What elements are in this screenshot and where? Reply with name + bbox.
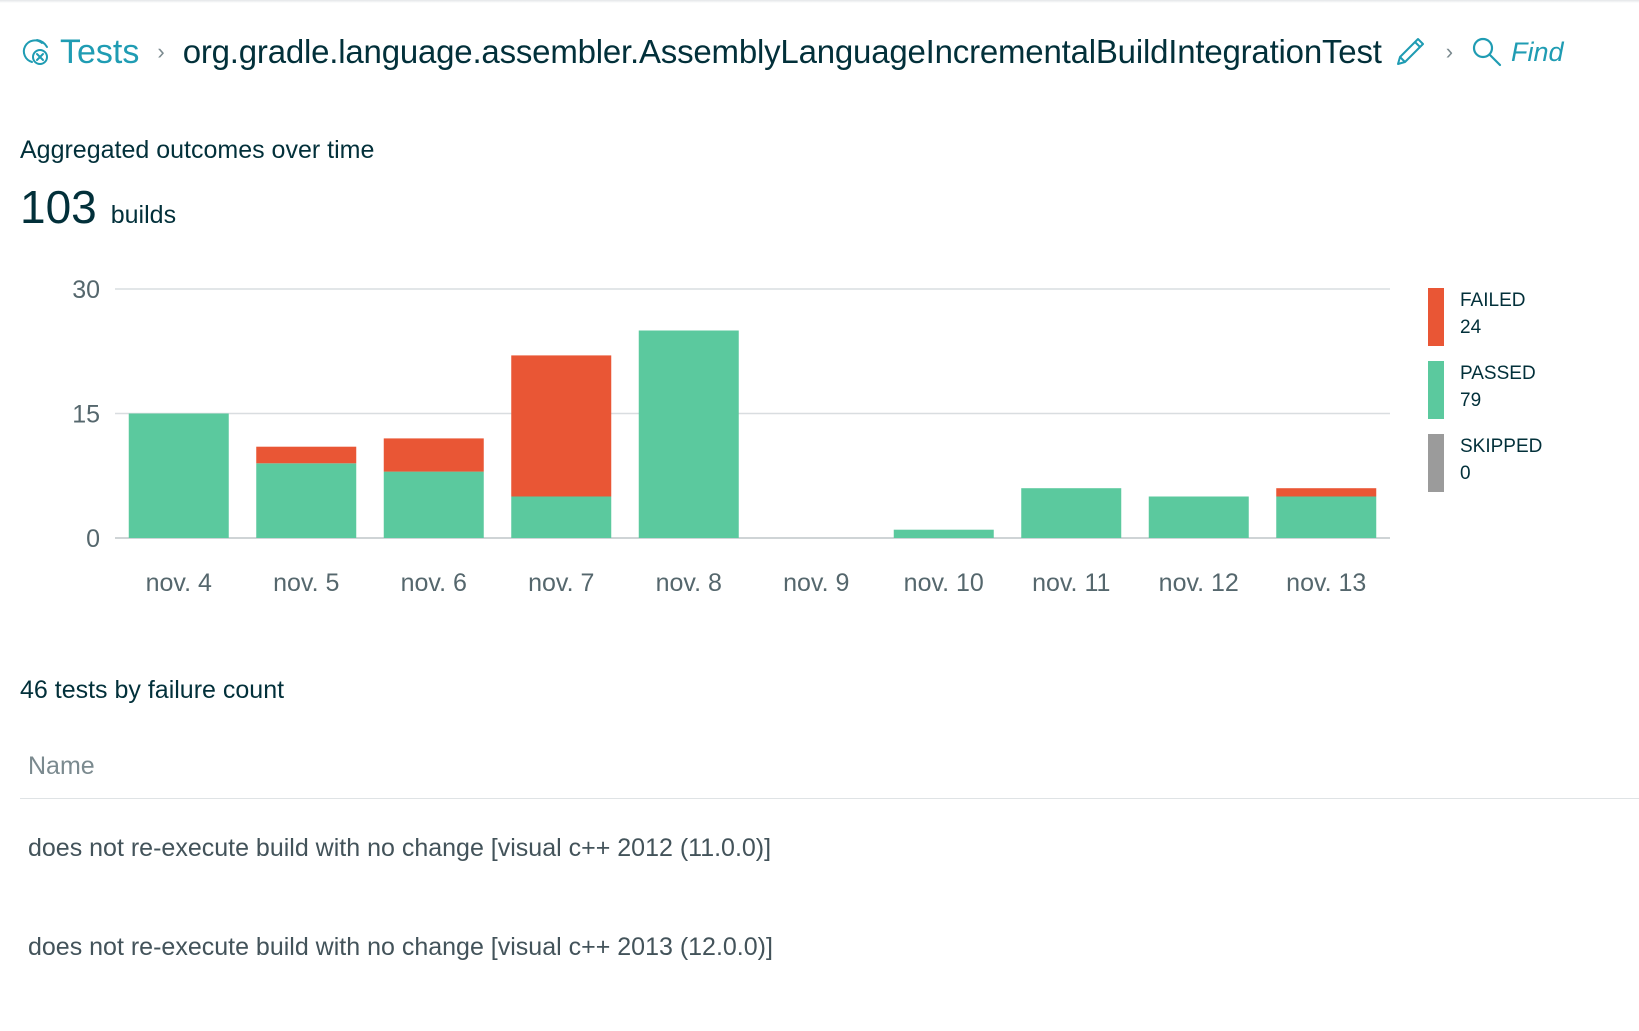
pencil-icon[interactable]: [1392, 34, 1428, 70]
x-tick-label: nov. 7: [528, 569, 594, 597]
legend-swatch-skipped: [1428, 434, 1444, 492]
find-label: Find: [1511, 36, 1564, 67]
breadcrumb-separator: ›: [1445, 39, 1454, 64]
builds-label: builds: [110, 201, 177, 229]
bar-failed: [1276, 488, 1377, 497]
x-tick-label: nov. 9: [783, 569, 849, 597]
table-row[interactable]: does not re-execute build with no change…: [20, 898, 1639, 997]
outcomes-chart-svg: 0 15 30 nov. 4 nov. 5 nov. 6 nov. 7 nov. 8 nov. …: [72, 276, 1390, 597]
bar-passed: [893, 529, 994, 538]
legend-count: 24: [1460, 317, 1482, 338]
failures-table: Name does not re-execute build with no c…: [20, 735, 1639, 997]
legend-name: PASSED: [1460, 363, 1536, 384]
x-tick-label: nov. 13: [1286, 569, 1366, 597]
legend-name: FAILED: [1460, 290, 1526, 311]
bar-passed: [383, 471, 484, 538]
x-tick-label: nov. 5: [273, 569, 339, 597]
x-tick-label: nov. 11: [1032, 569, 1110, 597]
bar-passed: [1021, 488, 1122, 538]
table-row[interactable]: does not re-execute build with no change…: [20, 799, 1639, 898]
legend-name: SKIPPED: [1460, 436, 1543, 457]
test-name[interactable]: does not re-execute build with no change…: [28, 834, 772, 862]
builds-count: 103: [20, 181, 97, 233]
legend-count: 0: [1460, 463, 1471, 484]
builds-summary: 103 builds: [20, 180, 176, 234]
breadcrumb-class-name: org.gradle.language.assembler.AssemblyLa…: [182, 33, 1382, 70]
bar-passed: [128, 413, 229, 538]
bar-failed: [256, 446, 357, 464]
y-tick-label: 15: [72, 401, 100, 429]
failures-title: 46 tests by failure count: [20, 676, 285, 704]
column-header-name[interactable]: Name: [28, 752, 95, 780]
legend-swatch-failed: [1428, 288, 1444, 346]
bar-failed: [511, 355, 612, 497]
x-tick-label: nov. 4: [146, 569, 212, 597]
find-button[interactable]: Find: [1471, 36, 1564, 68]
breadcrumb-separator: ›: [157, 39, 165, 64]
outcomes-chart: 0 15 30 nov. 4 nov. 5 nov. 6 nov. 7 nov. 8 nov. …: [0, 270, 1639, 615]
outcomes-title: Aggregated outcomes over time: [20, 136, 375, 164]
breadcrumb: Tests › org.gradle.language.assembler.As…: [20, 28, 1639, 76]
bar-passed: [256, 463, 357, 538]
top-shadow: [0, 0, 1639, 3]
bar-passed: [1276, 496, 1377, 538]
bar-passed: [638, 330, 739, 538]
x-tick-label: nov. 8: [656, 569, 722, 597]
bar-passed: [511, 496, 612, 538]
y-tick-label: 0: [86, 525, 100, 553]
legend-count: 79: [1460, 390, 1482, 411]
tests-icon[interactable]: [20, 36, 52, 68]
x-tick-label: nov. 6: [401, 569, 467, 597]
x-tick-label: nov. 12: [1159, 569, 1239, 597]
legend-swatch-passed: [1428, 361, 1444, 419]
breadcrumb-tests-link[interactable]: Tests: [60, 32, 140, 71]
search-icon: [1471, 36, 1503, 68]
test-name[interactable]: does not re-execute build with no change…: [28, 933, 773, 961]
x-tick-label: nov. 10: [904, 569, 984, 597]
bar-passed: [1148, 496, 1249, 538]
bar-failed: [383, 438, 484, 472]
y-tick-label: 30: [72, 276, 100, 304]
table-header: Name: [20, 735, 1639, 799]
